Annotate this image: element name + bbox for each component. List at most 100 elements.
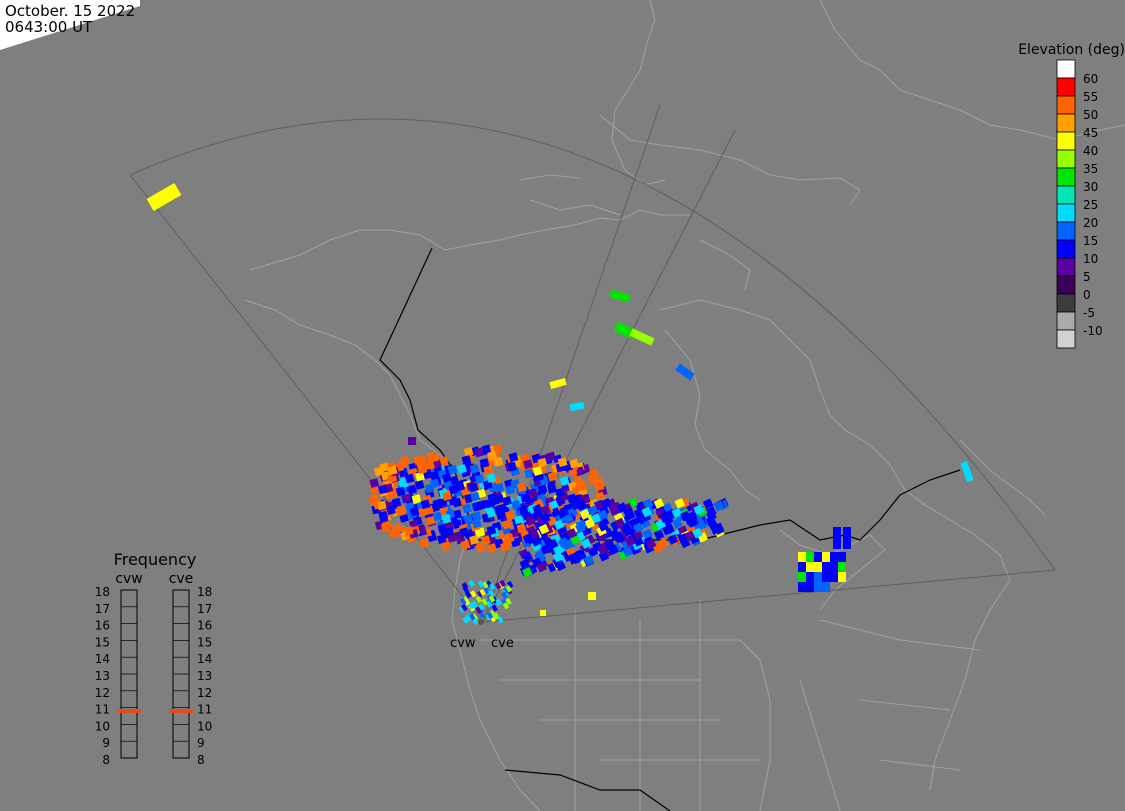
scatter-cell — [493, 456, 503, 467]
scatter-cell — [822, 572, 830, 582]
frequency-tick-label: 13 — [197, 669, 212, 683]
elevation-legend: Elevation (deg) 605550454035302520151050… — [1018, 42, 1125, 349]
scatter-cell — [622, 546, 634, 558]
scatter-cell — [429, 452, 440, 463]
scatter-cell — [711, 523, 723, 535]
scatter-cell — [462, 616, 469, 624]
scatter-cell — [461, 455, 472, 465]
legend-tick-label: 0 — [1083, 288, 1091, 302]
scatter-cell — [465, 613, 473, 622]
legend-swatch — [1056, 77, 1076, 97]
scatter-cell — [425, 515, 436, 526]
scatter-cell — [369, 478, 380, 488]
scatter-cell — [632, 522, 644, 534]
scatter-cell — [705, 506, 717, 517]
scatter-cell — [387, 528, 398, 539]
scatter-cell — [653, 529, 665, 541]
frequency-tick-label: 17 — [95, 602, 110, 616]
scatter-cell — [536, 561, 548, 573]
scatter-cell — [838, 562, 846, 572]
scatter-cell — [506, 580, 514, 589]
scatter-cell — [494, 493, 505, 504]
scatter-cell — [505, 597, 512, 606]
scatter-cell — [513, 515, 524, 525]
scatter-cell — [475, 527, 486, 538]
scatter-cells — [146, 182, 974, 625]
scatter-cell — [641, 506, 653, 518]
scatter-cell — [486, 611, 494, 620]
scatter-cell — [146, 182, 182, 212]
scatter-cell — [595, 491, 606, 502]
scatter-cell — [508, 452, 519, 463]
legend-swatch — [1056, 221, 1076, 241]
scatter-cell — [459, 527, 470, 538]
scatter-cell — [495, 510, 506, 520]
scatter-cell — [540, 504, 552, 516]
legend-swatch — [1056, 239, 1076, 259]
scatter-cell — [575, 519, 587, 531]
scatter-cell — [625, 509, 636, 521]
scatter-cell — [806, 572, 814, 582]
scatter-cell — [579, 509, 591, 520]
field-of-view — [129, 104, 1056, 623]
legend-tick-label: 15 — [1083, 234, 1098, 248]
scatter-cell — [425, 460, 436, 471]
site-label-cve: cve — [491, 636, 514, 651]
scatter-cell — [814, 562, 822, 572]
scatter-cell — [570, 499, 582, 511]
scatter-cell — [483, 586, 490, 595]
scatter-cell — [516, 523, 527, 534]
scatter-cell — [448, 484, 459, 495]
scatter-cell — [622, 526, 634, 537]
time-label: 0643:00 UT — [5, 18, 93, 36]
scatter-cell — [587, 546, 599, 558]
legend-swatch — [1056, 293, 1076, 313]
scatter-cell — [692, 527, 703, 539]
scatter-cell — [462, 503, 472, 514]
scatter-cell — [420, 499, 431, 510]
scatter-cell — [609, 505, 620, 516]
scatter-cell — [409, 506, 420, 517]
scatter-cell — [843, 527, 851, 549]
scatter-cell — [502, 496, 512, 506]
scatter-cell — [597, 544, 609, 555]
scatter-cell — [486, 473, 497, 483]
coastlines — [244, 0, 1125, 811]
scatter-cell — [552, 544, 564, 556]
scatter-cell — [540, 610, 546, 616]
scatter-cell — [444, 526, 455, 537]
scatter-cell — [380, 522, 391, 533]
legend-swatch — [1056, 149, 1076, 169]
scatter-cell — [419, 538, 430, 549]
scatter-cell — [674, 497, 686, 509]
scatter-cell — [547, 483, 557, 494]
frequency-panel: Frequency cvw cve 18 18 17 17 16 16 15 15 14 14 13… — [95, 550, 213, 767]
scatter-cell — [629, 328, 655, 346]
scatter-cell — [547, 538, 559, 550]
legend-tick-label: -5 — [1083, 306, 1095, 320]
scatter-cell — [594, 481, 605, 492]
legend-tick-label: 60 — [1083, 72, 1098, 86]
legend-tick-label: 55 — [1083, 90, 1098, 104]
scatter-cell — [814, 552, 822, 562]
scatter-cell — [569, 458, 579, 469]
frequency-tick-label: 8 — [197, 753, 205, 767]
scatter-cell — [633, 515, 645, 527]
scatter-cell — [501, 591, 508, 599]
legend-swatch — [1056, 59, 1076, 79]
site-label-cvw: cvw — [450, 636, 476, 651]
frequency-tick-label: 18 — [95, 585, 110, 599]
legend-tick-label: 40 — [1083, 144, 1098, 158]
scatter-cell — [494, 582, 502, 590]
scatter-cell — [705, 516, 717, 527]
scatter-cell — [470, 590, 477, 598]
frequency-tick-label: 8 — [102, 753, 110, 767]
scatter-cell — [468, 579, 475, 587]
scatter-cell — [566, 528, 578, 539]
frequency-label-cvw: cvw — [115, 571, 142, 587]
scatter-cell — [460, 539, 471, 550]
scatter-cell — [528, 489, 539, 500]
scatter-cell — [702, 498, 714, 510]
scatter-cell — [502, 519, 512, 530]
scatter-cell — [395, 505, 406, 516]
